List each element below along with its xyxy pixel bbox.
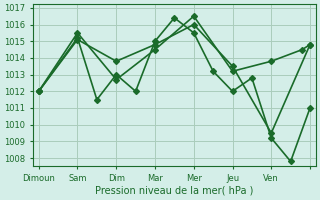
- X-axis label: Pression niveau de la mer( hPa ): Pression niveau de la mer( hPa ): [95, 186, 253, 196]
